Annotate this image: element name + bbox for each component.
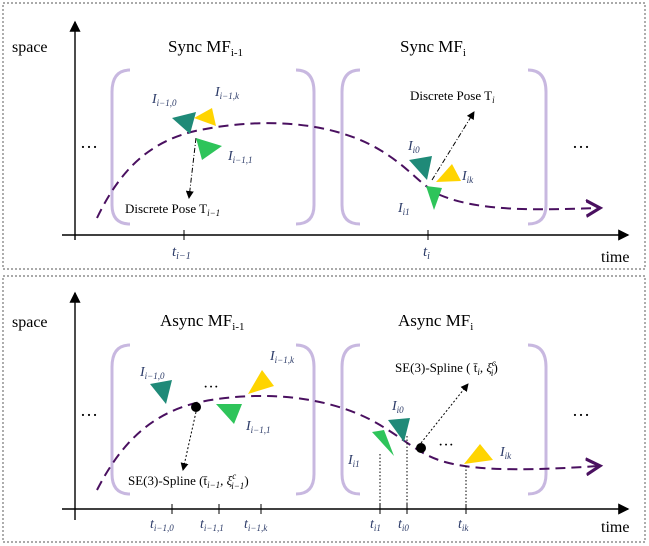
panel-async: space time Async MFi-1 Async MFi … … SE(… xyxy=(2,275,646,543)
group-title-left: Async MFi-1 xyxy=(160,311,245,333)
spline-control-point-right xyxy=(416,443,426,453)
img-label-bk: Iik xyxy=(499,445,512,461)
camera-frame-a1 xyxy=(196,138,222,160)
x-axis-label: time xyxy=(601,249,629,266)
camera-frame-bk xyxy=(436,164,461,182)
mid-dots-right: ··· xyxy=(438,437,454,454)
ellipsis-left: … xyxy=(80,132,98,152)
spline-label-left: SE(3)-Spline (t̄i−1, ξc i−1) xyxy=(128,471,249,491)
camera-frame-ak xyxy=(194,108,216,126)
img-label-b1: Ii1 xyxy=(397,201,410,217)
group-title-right: Sync MFi xyxy=(400,37,466,59)
img-label-a1: Ii−1,1 xyxy=(245,419,271,435)
camera-frame-b1 xyxy=(372,430,394,456)
ellipsis-right: … xyxy=(572,132,590,152)
img-label-bk: Iik xyxy=(461,169,474,185)
img-label-a0: Ii−1,0 xyxy=(151,92,177,108)
camera-frame-b1 xyxy=(426,186,442,210)
bracket-group-left xyxy=(110,343,316,496)
x-axis-label: time xyxy=(601,519,629,536)
spline-arrow-right xyxy=(420,383,469,444)
spline-label-right: SE(3)-Spline ( t̄i, ξc i) xyxy=(395,358,498,378)
camera-frame-ak xyxy=(248,370,274,394)
img-label-a0: Ii−1,0 xyxy=(139,365,165,381)
camera-frame-bk xyxy=(464,444,493,464)
trajectory-curve xyxy=(96,395,598,491)
tick-label-right: ti xyxy=(423,244,430,262)
tick-label-left: ti−1 xyxy=(172,244,191,262)
camera-frame-a0 xyxy=(172,112,196,134)
pose-arrow-left xyxy=(185,137,197,199)
tick-label-3: ti1 xyxy=(370,517,381,533)
tick-label-2: ti−1,k xyxy=(244,517,268,533)
pose-label-right: Discrete Pose Ti xyxy=(410,88,495,105)
spline-control-point-left xyxy=(191,402,201,412)
panel-async-border xyxy=(2,275,646,543)
y-axis-label: space xyxy=(12,39,48,56)
camera-frame-a1 xyxy=(216,404,242,424)
img-label-b1: Ii1 xyxy=(347,453,360,469)
camera-frame-b0 xyxy=(388,418,410,442)
tick-marks xyxy=(171,504,467,514)
img-label-ak: Ii−1,k xyxy=(214,85,240,101)
tick-label-1: ti−1,1 xyxy=(200,517,224,533)
timestamp-drop-lines xyxy=(379,436,467,509)
img-label-ak: Ii−1,k xyxy=(269,349,295,365)
img-label-b0: Ii0 xyxy=(407,139,420,155)
spline-arrow-left xyxy=(180,411,197,471)
img-label-b0: Ii0 xyxy=(391,399,404,415)
group-title-left: Sync MFi-1 xyxy=(168,37,243,59)
group-title-right: Async MFi xyxy=(398,311,473,333)
trajectory-curve xyxy=(96,122,598,219)
tick-label-0: ti−1,0 xyxy=(150,517,174,533)
ellipsis-left: … xyxy=(80,400,98,420)
y-axis-label: space xyxy=(12,314,48,331)
mid-dots-left: ··· xyxy=(203,379,219,396)
camera-frame-b0 xyxy=(409,156,432,180)
img-label-a1: Ii−1,1 xyxy=(227,149,253,165)
pose-arrow-right xyxy=(431,111,475,181)
tick-label-5: tik xyxy=(458,517,469,533)
panel-sync-border xyxy=(2,2,646,270)
panel-sync: space time ti−1 ti Sync MFi-1 Sync MFi …… xyxy=(2,2,646,270)
pose-label-left: Discrete Pose Ti−1 xyxy=(125,201,220,218)
camera-frame-a0 xyxy=(150,380,172,404)
bracket-group-right xyxy=(340,343,548,496)
bracket-group-right xyxy=(340,68,548,226)
bracket-group-left xyxy=(110,68,316,226)
ellipsis-right: … xyxy=(572,400,590,420)
tick-label-4: ti0 xyxy=(398,517,409,533)
